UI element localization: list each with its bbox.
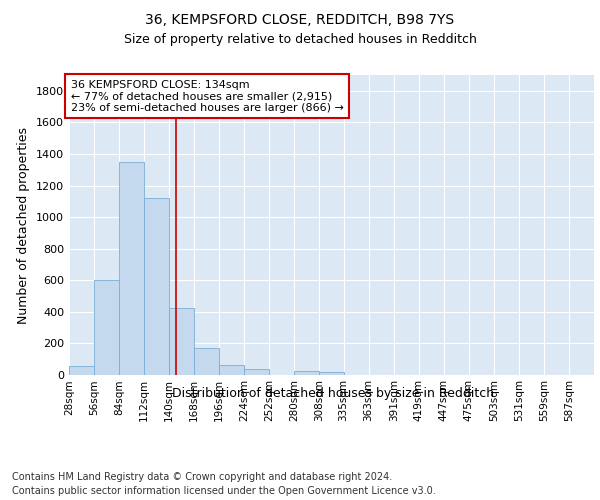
Bar [219, 364, 244, 375]
Text: Distribution of detached houses by size in Redditch: Distribution of detached houses by size … [172, 388, 494, 400]
Text: 36, KEMPSFORD CLOSE, REDDITCH, B98 7YS: 36, KEMPSFORD CLOSE, REDDITCH, B98 7YS [145, 12, 455, 26]
Text: 36 KEMPSFORD CLOSE: 134sqm
← 77% of detached houses are smaller (2,915)
23% of s: 36 KEMPSFORD CLOSE: 134sqm ← 77% of deta… [71, 80, 344, 113]
Bar [319, 372, 344, 375]
Bar [69, 366, 94, 375]
Bar [169, 308, 194, 375]
Bar [119, 162, 144, 375]
Bar [295, 371, 319, 375]
Bar [194, 348, 219, 375]
Bar [94, 280, 119, 375]
Text: Size of property relative to detached houses in Redditch: Size of property relative to detached ho… [124, 32, 476, 46]
Y-axis label: Number of detached properties: Number of detached properties [17, 126, 31, 324]
Text: Contains public sector information licensed under the Open Government Licence v3: Contains public sector information licen… [12, 486, 436, 496]
Bar [144, 198, 169, 375]
Bar [244, 370, 269, 375]
Text: Contains HM Land Registry data © Crown copyright and database right 2024.: Contains HM Land Registry data © Crown c… [12, 472, 392, 482]
